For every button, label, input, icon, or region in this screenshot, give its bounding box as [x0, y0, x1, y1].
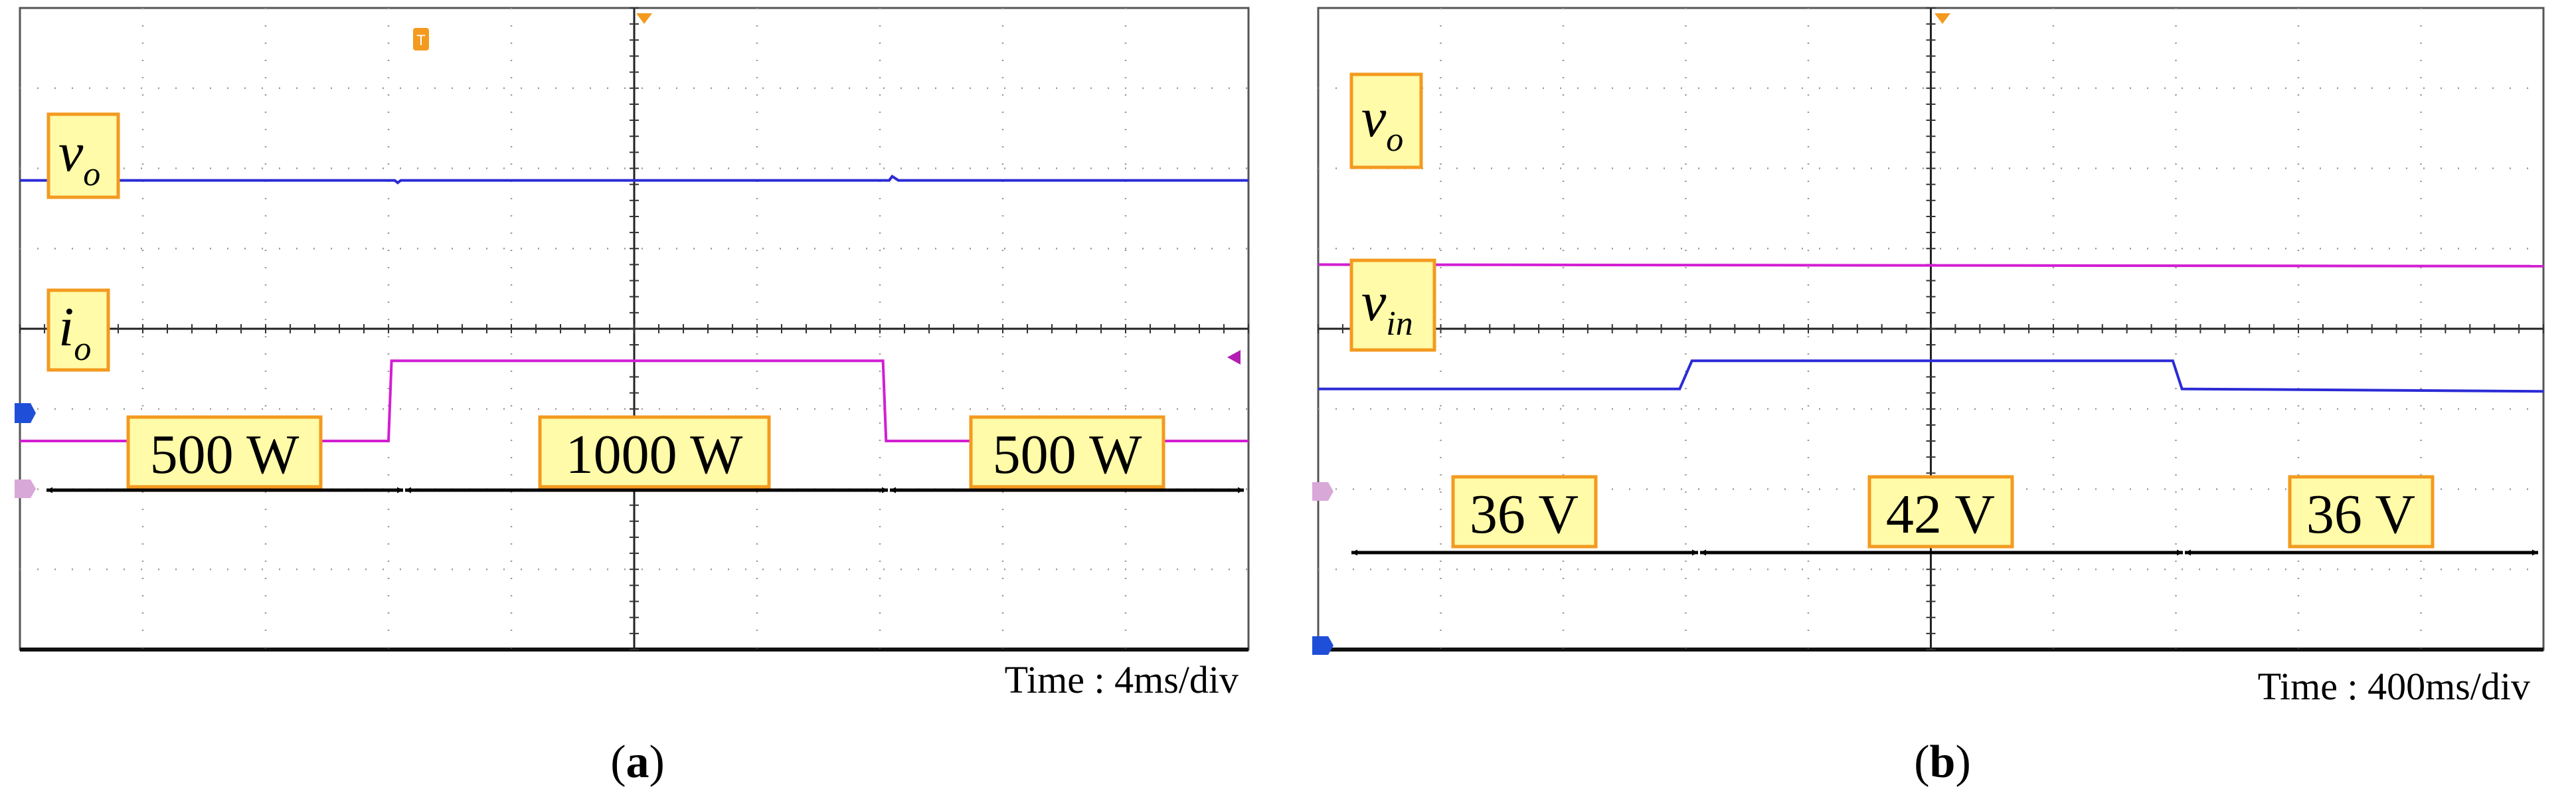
segment-label-a-0: 500 W [150, 424, 300, 485]
label-io-a: io [46, 288, 110, 372]
svg-text:io: io [58, 296, 91, 368]
trigger-marker-a: T [413, 28, 429, 50]
segment-label-a-2: 500 W [993, 424, 1142, 485]
time-base-a: Time : 4ms/div [1005, 658, 1239, 701]
traces-a [20, 174, 1248, 442]
channel-1-marker-a [15, 403, 36, 423]
label-io-a-main: i [58, 296, 74, 358]
segments-b: 36 V 42 V 36 V [1351, 475, 2538, 556]
caption-a-letter: a [626, 737, 649, 788]
segment-label-b-1: 42 V [1886, 483, 1995, 545]
time-base-b: Time : 400ms/div [2258, 665, 2530, 708]
trace-b-vo [1318, 263, 2544, 268]
panel-b: vo vin 36 V 42 V 36 V Time : 400ms/div (… [1312, 7, 2545, 788]
segments-a: 500 W 1000 W 500 W [46, 415, 1244, 493]
trace-b-vin [1318, 359, 2544, 393]
panel-a: T vo io 500 W 1000 W 500 W [15, 7, 1250, 788]
caption-a: (a) [610, 737, 665, 788]
label-vo-b: vo [1349, 72, 1423, 169]
svg-text:T: T [416, 32, 425, 48]
ref-marker-a [1227, 350, 1241, 365]
label-vo-a: vo [46, 112, 120, 199]
label-vin-b-sub: in [1386, 305, 1413, 343]
label-vo-a-sub: o [83, 155, 100, 193]
label-vin-b: vin [1349, 258, 1436, 352]
label-vo-b-sub: o [1386, 121, 1403, 159]
trigger-position-b [1934, 13, 1950, 24]
caption-b: (b) [1914, 737, 1971, 788]
segment-label-b-2: 36 V [2306, 483, 2415, 545]
segment-label-a-1: 1000 W [566, 424, 743, 485]
channel-3-marker-a [15, 480, 36, 498]
trace-a-io [20, 359, 1248, 442]
segment-label-b-0: 36 V [1470, 483, 1579, 545]
grid-a [19, 7, 1250, 652]
trigger-position-a [636, 13, 652, 24]
caption-b-letter: b [1930, 737, 1956, 788]
label-io-a-sub: o [74, 330, 91, 368]
label-vo-b-main: v [1361, 87, 1387, 149]
channel-3-marker-b [1312, 482, 1333, 501]
label-vin-b-main: v [1361, 271, 1387, 333]
svg-text:vin: vin [1361, 271, 1413, 343]
trace-a-vo [20, 174, 1248, 185]
traces-b [1318, 263, 2544, 393]
channel-1-marker-b [1312, 636, 1333, 655]
label-vo-a-main: v [58, 122, 84, 183]
svg-text:vo: vo [1361, 87, 1403, 159]
svg-text:vo: vo [58, 122, 100, 193]
